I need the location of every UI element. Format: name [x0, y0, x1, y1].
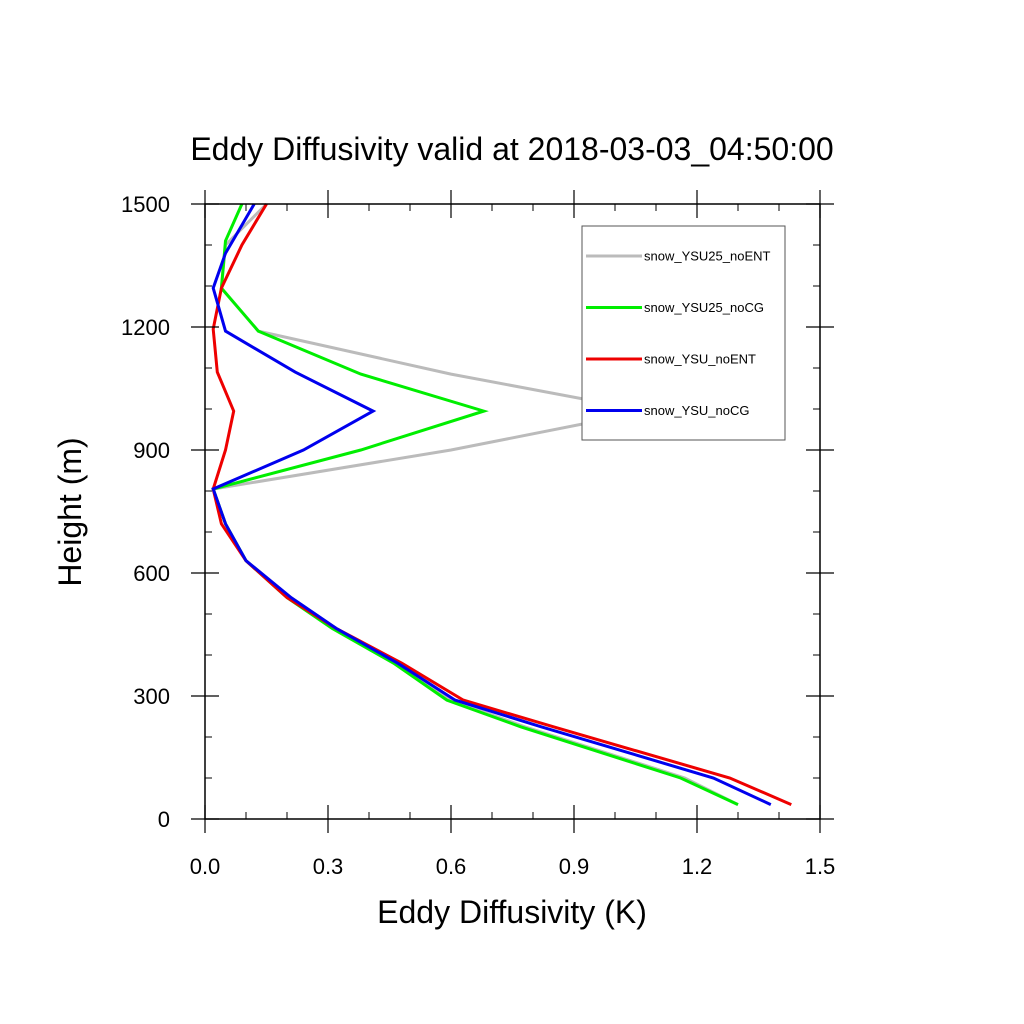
y-tick-label: 300: [133, 684, 170, 709]
series-line-snow_YSU_noCG: [211, 203, 772, 806]
y-minor-ticks: [205, 244, 820, 779]
y-tick-label: 1200: [121, 315, 170, 340]
y-axis-label: Height (m): [52, 437, 88, 586]
x-tick-label: 0.9: [559, 854, 590, 879]
legend-label: snow_YSU_noENT: [644, 352, 756, 367]
x-tick-label: 0.3: [313, 854, 344, 879]
y-tick-label: 900: [133, 438, 170, 463]
major-ticks: [191, 190, 834, 833]
x-minor-ticks: [245, 204, 780, 819]
y-tick-labels: 0 300 600 900 1200 1500: [121, 192, 170, 832]
series-line-snow_YSU_noENT: [211, 203, 792, 806]
x-tick-labels: 0.0 0.3 0.6 0.9 1.2 1.5: [190, 854, 836, 879]
legend-box: [581, 225, 786, 441]
x-tick-label: 1.5: [805, 854, 836, 879]
x-tick-label: 0.0: [190, 854, 221, 879]
legend-label: snow_YSU25_noENT: [644, 249, 771, 264]
legend-label: snow_YSU_noCG: [644, 403, 750, 418]
x-axis-label: Eddy Diffusivity (K): [377, 894, 647, 930]
series-layer: [211, 202, 792, 806]
y-tick-label: 600: [133, 561, 170, 586]
legend: snow_YSU25_noENT snow_YSU25_noCG snow_YSU_…: [581, 225, 786, 441]
legend-label: snow_YSU25_noCG: [644, 300, 764, 315]
chart-title: Eddy Diffusivity valid at 2018-03-03_04:…: [190, 131, 833, 167]
x-tick-label: 0.6: [436, 854, 467, 879]
y-tick-label: 0: [158, 807, 170, 832]
x-tick-label: 1.2: [682, 854, 713, 879]
plot-frame: [204, 203, 821, 820]
y-tick-label: 1500: [121, 192, 170, 217]
